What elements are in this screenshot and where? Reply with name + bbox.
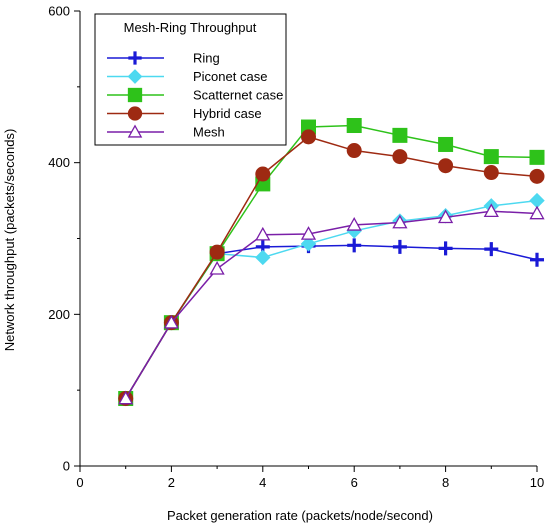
- legend-entry: Piconet case: [107, 69, 267, 84]
- legend: Ring Piconet case Scatternet case Hybrid ca…: [94, 13, 287, 146]
- axes: 0 2 4 6 8 10 0 200 400 600: [48, 4, 544, 491]
- data-point-mesh: [209, 260, 225, 275]
- legend-marker: [127, 124, 143, 138]
- x-tick-label: 6: [351, 475, 358, 490]
- legend-label: Hybrid case: [193, 106, 262, 121]
- series-line-hybrid-case: [125, 136, 538, 399]
- series-ring: [118, 238, 544, 406]
- data-point-mesh: [255, 226, 271, 241]
- data-point-hybrid-case: [529, 168, 545, 184]
- y-tick-label: 0: [63, 459, 70, 474]
- x-tick-label: 0: [76, 475, 83, 490]
- legend-label: Scatternet case: [193, 88, 283, 103]
- data-point-mesh: [346, 217, 362, 231]
- x-tick-label: 10: [530, 475, 544, 490]
- data-point-hybrid-case: [301, 129, 316, 145]
- y-axis-label: Network throughput (packets/seconds): [2, 129, 17, 352]
- data-point-mesh: [118, 390, 134, 405]
- data-point-hybrid-case: [438, 158, 454, 174]
- series-mesh: [118, 203, 545, 405]
- legend-marker: [127, 106, 143, 121]
- series-line-ring: [125, 244, 538, 399]
- data-point-ring: [438, 241, 453, 256]
- legend-label: Piconet case: [193, 69, 267, 84]
- data-point-ring: [392, 239, 407, 254]
- legend-label: Mesh: [193, 125, 225, 140]
- legend-entry: Hybrid case: [107, 106, 262, 121]
- data-point-scatternet-case: [392, 127, 408, 143]
- data-point-mesh: [300, 226, 317, 240]
- data-point-ring: [347, 238, 362, 253]
- data-point-hybrid-case: [255, 166, 271, 182]
- legend-box: [94, 13, 287, 146]
- data-point-mesh: [163, 314, 180, 329]
- legend-marker: [127, 87, 143, 103]
- data-point-ring: [530, 252, 544, 267]
- data-point-mesh: [529, 205, 545, 220]
- data-point-scatternet-case: [483, 149, 499, 165]
- legend-entry: Mesh: [107, 124, 225, 140]
- data-point-scatternet-case: [438, 136, 454, 152]
- x-tick-label: 4: [259, 475, 266, 490]
- legend-entry: Scatternet case: [107, 88, 283, 103]
- data-point-piconet-case: [255, 249, 271, 266]
- series-line-scatternet-case: [125, 124, 538, 399]
- data-point-scatternet-case: [529, 149, 545, 165]
- data-point-piconet-case: [300, 236, 317, 252]
- series-line-mesh: [125, 210, 538, 399]
- data-point-piconet-case: [529, 192, 545, 209]
- data-point-hybrid-case: [392, 149, 408, 165]
- data-point-mesh: [483, 203, 499, 218]
- x-tick-label: 2: [168, 475, 175, 490]
- x-axis-label: Packet generation rate (packets/node/sec…: [167, 508, 433, 523]
- series-scatternet-case: [118, 118, 545, 407]
- series-piconet-case: [117, 192, 545, 407]
- legend-entry: Ring: [107, 51, 220, 66]
- data-point-mesh: [392, 214, 408, 229]
- data-point-hybrid-case: [346, 143, 362, 159]
- data-point-hybrid-case: [483, 165, 499, 181]
- data-point-mesh: [437, 209, 454, 224]
- x-tick-label: 8: [442, 475, 449, 490]
- series-hybrid-case: [118, 129, 545, 407]
- legend-title: Mesh-Ring Throughput: [124, 20, 257, 35]
- legend-marker: [128, 51, 142, 65]
- data-point-scatternet-case: [346, 118, 362, 134]
- y-tick-label: 600: [48, 4, 70, 19]
- legend-marker: [127, 69, 143, 84]
- series-layer: [117, 118, 545, 407]
- data-point-hybrid-case: [209, 244, 225, 260]
- data-point-ring: [484, 242, 499, 257]
- y-tick-label: 200: [48, 307, 70, 322]
- legend-label: Ring: [193, 51, 220, 66]
- y-tick-label: 400: [48, 155, 70, 170]
